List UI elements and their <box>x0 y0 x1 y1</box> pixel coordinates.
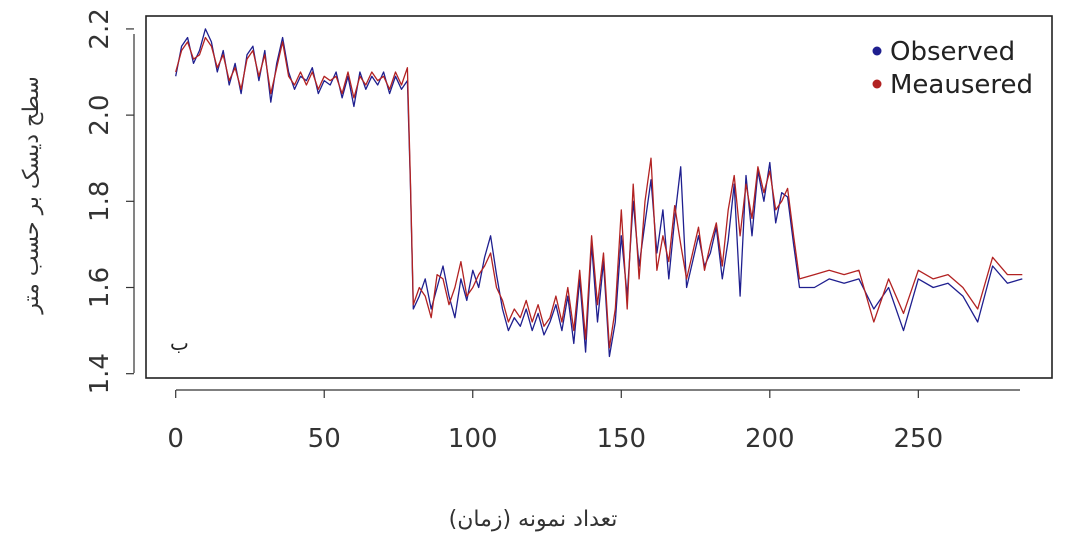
series-layer <box>175 28 1023 358</box>
y-tick-label: 1.6 <box>85 267 115 308</box>
x-tick-label: 100 <box>448 424 498 454</box>
x-tick-label: 150 <box>596 424 646 454</box>
legend: Observed Meausered <box>872 37 1033 100</box>
x-tick-label: 200 <box>745 424 795 454</box>
y-tick-label: 1.4 <box>85 353 115 394</box>
series-line-meausered <box>175 36 1023 349</box>
x-tick-label: 250 <box>894 424 944 454</box>
legend-label-observed: Observed <box>890 37 1015 67</box>
x-axis-ticks: 0 50 100 150 200 250 <box>167 390 943 454</box>
plot-frame <box>145 15 1053 379</box>
x-tick-label: 0 <box>167 424 184 454</box>
legend-label-meausered: Meausered <box>890 70 1033 100</box>
x-axis-title: تعداد نمونه (زمان) <box>449 507 618 532</box>
y-tick-label: 2.0 <box>85 94 115 135</box>
legend-marker-meausered <box>872 79 882 89</box>
y-tick-label: 1.8 <box>85 181 115 222</box>
x-tick-label: 50 <box>308 424 341 454</box>
panel-label: ب <box>170 331 189 355</box>
legend-marker-observed <box>872 46 882 56</box>
y-axis-title: سطح دیسک بر حسب متر <box>19 76 44 315</box>
y-axis-ticks: 1.4 1.6 1.8 2.0 2.2 <box>85 8 134 394</box>
series-line-observed <box>175 28 1023 358</box>
y-tick-label: 2.2 <box>85 8 115 49</box>
